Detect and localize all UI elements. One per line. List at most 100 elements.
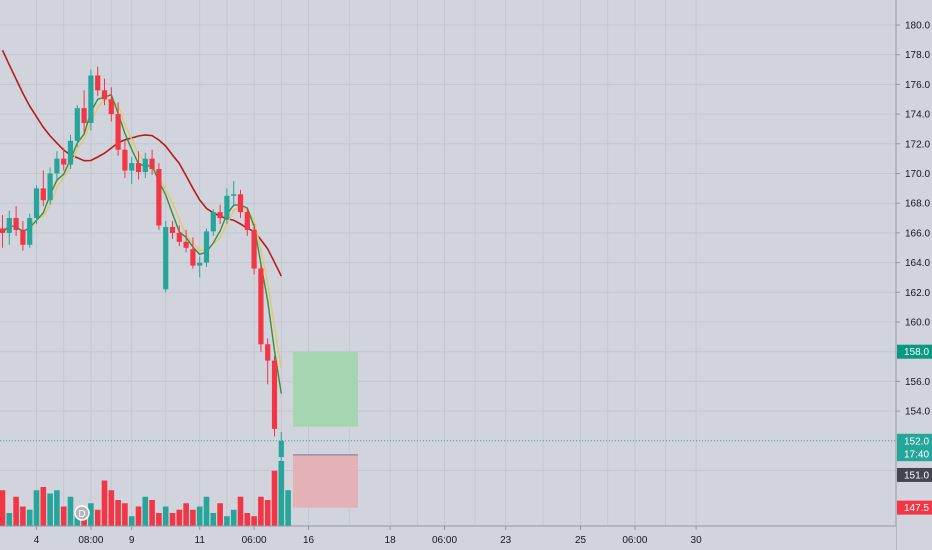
- volume-bar: [0, 490, 6, 526]
- volume-bar: [264, 500, 271, 526]
- price-tick-label: 162.0: [905, 288, 930, 299]
- candle-body: [54, 158, 60, 174]
- price-tag: [897, 433, 932, 448]
- volume-bar: [88, 503, 94, 526]
- volume-bar: [47, 493, 53, 526]
- price-axis[interactable]: 180.0 178.0 176.0 174.0 172.0 170.0 168.0 166.0…: [895, 0, 932, 550]
- candle-body: [237, 194, 244, 213]
- volume-bar: [183, 503, 189, 526]
- volume-bar: [149, 500, 155, 526]
- volume-bar: [237, 496, 244, 526]
- candle-body: [251, 229, 257, 269]
- volume-bar: [54, 490, 60, 526]
- time-tick-label: 06:00: [432, 535, 457, 546]
- candles[interactable]: [0, 66, 284, 468]
- price-tick-label: 174.0: [905, 110, 930, 121]
- price-tick-label: 180.0: [905, 21, 930, 32]
- candle-body: [40, 188, 46, 201]
- candle-body: [265, 344, 271, 361]
- price-tag: [897, 500, 932, 515]
- price-tag-label: 147.5: [904, 503, 929, 514]
- candle-body: [149, 158, 155, 170]
- candle-body: [203, 231, 210, 263]
- price-tick-label: 156.0: [905, 377, 930, 388]
- price-tag-label: 152.0: [904, 436, 929, 447]
- volume-bar: [190, 509, 196, 526]
- volume-bar: [176, 509, 183, 526]
- fast-moving-average: [1, 93, 282, 394]
- time-tick-label: 18: [385, 535, 397, 546]
- time-axis[interactable]: 4 08:00 9 11 06:00 16 18 06:00 23 25 06:00 30: [0, 525, 896, 550]
- price-tag-label: 158.0: [904, 347, 929, 358]
- candle-body: [210, 212, 216, 232]
- price-tick-label: 164.0: [905, 258, 930, 269]
- time-tick-label: 30: [691, 535, 703, 546]
- volume-bar: [26, 509, 33, 526]
- event-marker-badge: D: [74, 505, 90, 521]
- price-tick-label: 168.0: [905, 199, 930, 210]
- price-tick-label: 172.0: [905, 139, 930, 150]
- price-tick-label: 154.0: [905, 407, 930, 418]
- target-zone: [293, 351, 358, 427]
- volume-bar: [156, 513, 162, 526]
- grid: [0, 0, 896, 526]
- candle-body: [61, 158, 67, 165]
- candle-body: [74, 108, 80, 141]
- time-tick-label: 23: [500, 535, 512, 546]
- volume-bar: [60, 506, 67, 526]
- candle-body: [20, 229, 26, 245]
- volume-bar: [285, 490, 291, 526]
- marker-circle: [74, 505, 90, 521]
- time-tick-label: 11: [195, 535, 206, 546]
- volume-bar: [224, 516, 230, 526]
- volume-bar: [67, 496, 74, 526]
- volume-bar: [115, 500, 121, 526]
- volume-bar: [162, 506, 169, 526]
- price-tick-label: 176.0: [905, 80, 930, 91]
- moving-averages: [1, 49, 283, 394]
- candle-body: [81, 108, 87, 124]
- candle-body: [217, 212, 223, 219]
- candle-body: [101, 90, 108, 100]
- candle-body: [142, 158, 148, 173]
- volume-bar: [278, 461, 285, 526]
- candle-body: [190, 249, 196, 266]
- candle-body: [244, 212, 250, 230]
- volume-bar: [244, 513, 251, 526]
- volume-bar: [203, 496, 210, 526]
- candle-body: [67, 140, 74, 165]
- candle-body: [135, 163, 142, 173]
- stop-zone: [293, 454, 358, 508]
- candle-body: [13, 218, 19, 230]
- volume-bar: [135, 506, 142, 526]
- volume-bar: [13, 496, 19, 526]
- volume-bar: [128, 516, 135, 526]
- price-tag: [897, 344, 932, 359]
- volume-bar: [142, 496, 149, 526]
- time-tick-label: 9: [129, 535, 135, 546]
- candle-body: [108, 99, 114, 115]
- candle-body: [27, 218, 33, 245]
- time-tick-label: 06:00: [622, 535, 647, 546]
- candle-body: [183, 241, 189, 248]
- candle-body: [88, 75, 94, 124]
- price-tick-label: 160.0: [905, 318, 930, 329]
- event-marker[interactable]: D: [74, 505, 90, 521]
- fast-moving-average-alt: [1, 98, 282, 369]
- candle-body: [197, 262, 203, 266]
- candle-body: [224, 195, 230, 219]
- candle-body: [258, 268, 264, 345]
- long-position-tool[interactable]: [293, 351, 358, 508]
- candle-body: [47, 173, 53, 201]
- candle-body: [33, 188, 40, 219]
- volume-bar: [210, 513, 217, 526]
- volume-bar: [101, 480, 108, 526]
- price-tag: [897, 467, 932, 482]
- candle-body: [115, 114, 121, 150]
- candle-body: [0, 228, 6, 233]
- time-tick-label: 16: [303, 535, 315, 546]
- candle-body: [129, 163, 135, 171]
- volume-bars: [0, 461, 291, 526]
